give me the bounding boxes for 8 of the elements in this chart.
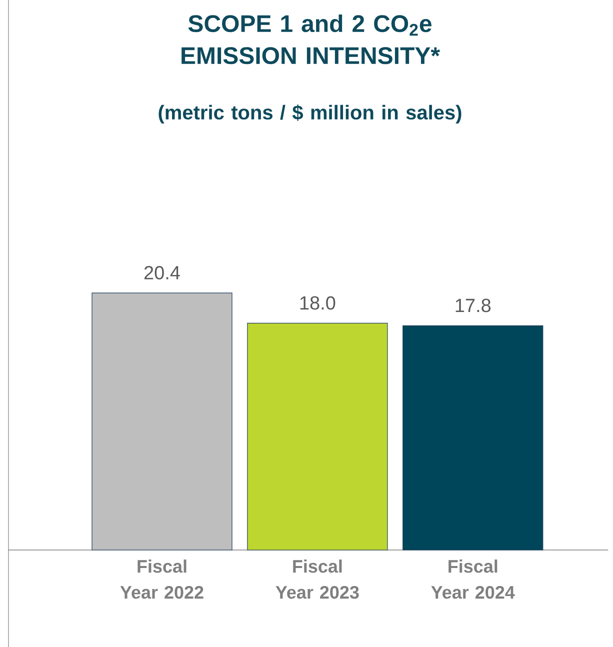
data-label: 18.0 (300, 296, 336, 310)
data-label: 20.4 (144, 266, 180, 280)
data-label: 17.8 (456, 298, 491, 312)
x-tick-label: Fiscal Year 2022 (120, 560, 204, 599)
x-tick-label: Fiscal Year 2023 (276, 560, 359, 599)
x-tick-label: Fiscal Year 2024 (431, 560, 515, 599)
chart-title: SCOPE 1 and 2 CO$_{2}$e EMISSION INTENSITY* (182, 14, 440, 64)
chart-subtitle: (metric tons / $ million in sales) (158, 104, 462, 124)
